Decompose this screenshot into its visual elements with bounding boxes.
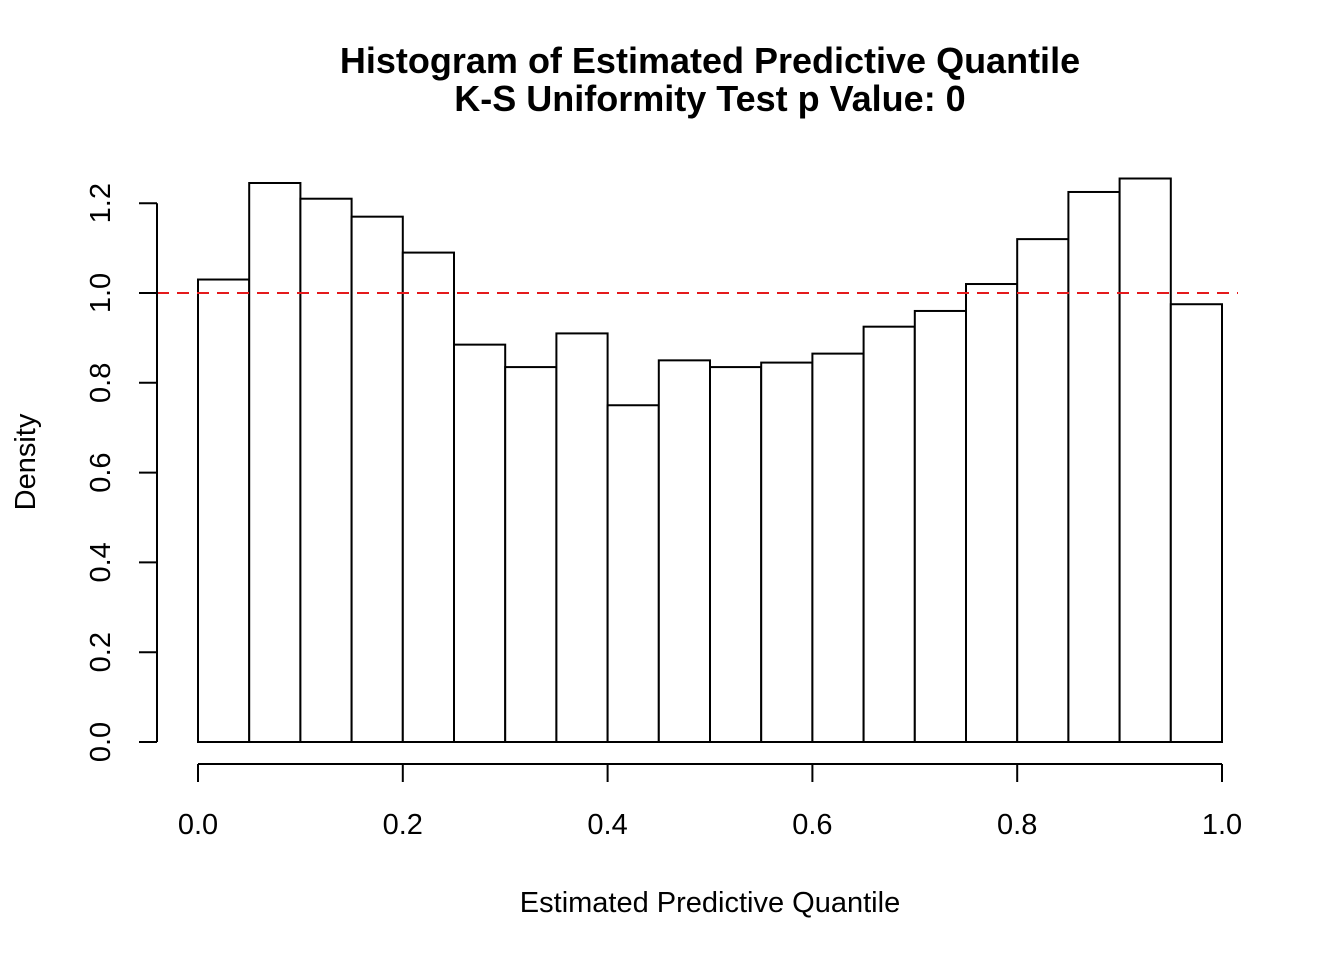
x-tick-label: 0.2 (383, 809, 423, 841)
histogram-bar (453, 343, 507, 743)
y-tick-label: 0.4 (85, 542, 117, 582)
x-tick-label: 0.8 (997, 809, 1037, 841)
histogram-bar (350, 215, 404, 744)
y-tick-label: 1.0 (85, 273, 117, 313)
x-tick-label: 0.0 (178, 809, 218, 841)
chart-subtitle: K-S Uniformity Test p Value: 0 (454, 78, 965, 119)
histogram-bar (1169, 303, 1224, 743)
histogram-bar (606, 404, 660, 743)
x-axis: 0.0 0.2 0.4 0.6 0.8 1.0 (178, 763, 1242, 841)
x-tick-label: 0.6 (792, 809, 832, 841)
histogram-bar (862, 325, 916, 743)
y-tick-label: 0.0 (85, 722, 117, 762)
y-tick-label: 0.8 (85, 363, 117, 403)
histogram-bar (913, 309, 967, 743)
histogram-bar (504, 366, 558, 743)
y-axis-label: Density (10, 413, 42, 510)
histogram-bar (197, 278, 251, 743)
histogram-bar (709, 366, 763, 743)
histogram-bar (760, 361, 814, 743)
y-tick-label: 0.6 (85, 452, 117, 492)
histogram-bar (299, 197, 353, 743)
x-axis-label: Estimated Predictive Quantile (520, 887, 900, 919)
histogram-bar (555, 332, 609, 743)
y-axis: 0.0 0.2 0.4 0.6 0.8 1.0 1.2 (85, 183, 158, 762)
histogram-bar (657, 359, 711, 743)
histogram-bar (811, 352, 865, 743)
chart-title: Histogram of Estimated Predictive Quanti… (340, 40, 1080, 81)
histogram-bar (965, 283, 1019, 743)
y-tick-label: 1.2 (85, 183, 117, 223)
histogram-bar (1067, 190, 1121, 744)
x-tick-label: 1.0 (1202, 809, 1242, 841)
histogram-bar (248, 181, 302, 743)
histogram-bar (1016, 238, 1070, 743)
histogram-bar (1118, 177, 1172, 743)
histogram-bar (401, 251, 455, 743)
x-tick-label: 0.4 (587, 809, 627, 841)
y-tick-label: 0.2 (85, 632, 117, 672)
bars-group (197, 177, 1224, 744)
